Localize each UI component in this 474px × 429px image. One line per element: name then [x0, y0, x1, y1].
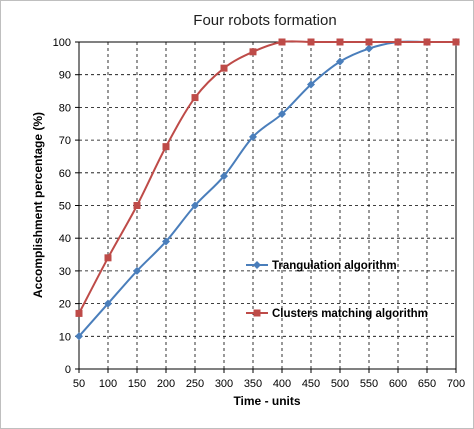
x-tick-label: 100	[99, 378, 117, 390]
data-point-clusters-matching	[365, 38, 373, 46]
data-point-trangulation	[162, 237, 170, 246]
x-tick-label: 550	[360, 378, 378, 390]
chart-title: Four robots formation	[193, 12, 336, 29]
series-group	[75, 38, 460, 341]
y-tick-label: 20	[59, 299, 71, 311]
data-point-clusters-matching	[249, 48, 257, 56]
y-axis-label: Accomplishment percentage (%)	[31, 112, 45, 298]
data-point-trangulation	[336, 57, 344, 66]
data-point-clusters-matching	[162, 143, 170, 151]
data-point-clusters-matching	[191, 94, 199, 102]
data-point-clusters-matching	[394, 38, 402, 46]
axis-ticks: 0 10 20 30 40 50 60 70 80 90 100 50 100 150 200 250 300 3…	[53, 37, 466, 390]
y-tick-label: 0	[65, 364, 71, 376]
y-tick-label: 60	[59, 168, 71, 180]
y-tick-label: 80	[59, 102, 71, 114]
x-tick-label: 50	[73, 378, 85, 390]
data-point-trangulation	[75, 332, 83, 341]
grid	[79, 42, 456, 369]
legend: Trangulation algorithm Clusters matching …	[246, 260, 428, 320]
y-tick-label: 30	[59, 266, 71, 278]
data-point-trangulation	[249, 132, 257, 141]
data-point-trangulation	[365, 44, 373, 53]
data-point-trangulation	[133, 266, 141, 275]
x-tick-label: 250	[186, 378, 204, 390]
data-point-trangulation	[104, 299, 112, 308]
data-point-trangulation	[307, 80, 315, 89]
x-tick-label: 450	[302, 378, 320, 390]
y-tick-label: 70	[59, 135, 71, 147]
data-point-trangulation	[220, 172, 228, 181]
data-point-clusters-matching	[278, 38, 286, 46]
data-point-clusters-matching	[336, 38, 344, 46]
data-point-clusters-matching	[75, 309, 83, 317]
legend-label-trangulation: Trangulation algorithm	[272, 260, 397, 272]
series-clusters-matching	[75, 38, 460, 317]
y-tick-label: 40	[59, 233, 71, 245]
x-tick-label: 300	[215, 378, 233, 390]
x-tick-label: 150	[128, 378, 146, 390]
data-point-trangulation	[278, 109, 286, 118]
y-tick-label: 50	[59, 201, 71, 213]
x-tick-label: 650	[418, 378, 436, 390]
y-tick-label: 10	[59, 331, 71, 343]
x-tick-label: 200	[157, 378, 175, 390]
data-point-clusters-matching	[452, 38, 460, 46]
x-tick-label: 700	[447, 378, 465, 390]
x-tick-label: 400	[273, 378, 291, 390]
data-point-clusters-matching	[423, 38, 431, 46]
x-tick-label: 350	[244, 378, 262, 390]
data-point-clusters-matching	[220, 64, 228, 72]
legend-label-clusters-matching: Clusters matching algorithm	[272, 308, 428, 320]
y-tick-label: 90	[59, 70, 71, 82]
x-tick-label: 600	[389, 378, 407, 390]
x-tick-label: 500	[331, 378, 349, 390]
data-point-clusters-matching	[104, 254, 112, 262]
legend-marker-clusters-matching	[253, 309, 261, 317]
y-tick-label: 100	[53, 37, 71, 49]
x-axis-label: Time - units	[233, 394, 300, 408]
legend-marker-trangulation	[253, 261, 261, 269]
data-point-trangulation	[191, 201, 199, 210]
data-point-clusters-matching	[307, 38, 315, 46]
data-point-clusters-matching	[133, 202, 141, 209]
